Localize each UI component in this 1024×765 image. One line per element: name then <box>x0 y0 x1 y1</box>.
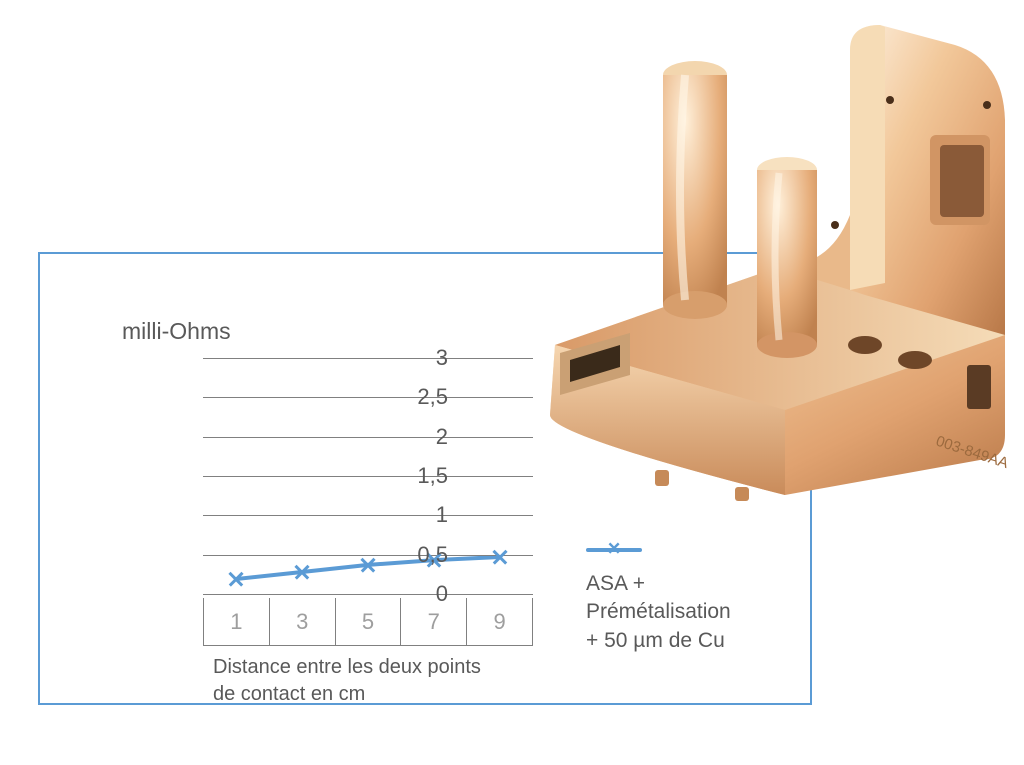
ytick-label: 0,5 <box>388 542 448 568</box>
gridline <box>203 555 533 556</box>
x-axis-label: Distance entre les deux points de contac… <box>213 654 481 708</box>
chart-inner: milli-Ohms 13579 Distance entre les deux… <box>68 294 788 694</box>
plot-area <box>203 358 533 594</box>
legend-line2: + 50 µm de Cu <box>586 629 725 652</box>
ytick-label: 1,5 <box>388 463 448 489</box>
series-line <box>236 557 500 579</box>
ytick-label: 0 <box>388 581 448 607</box>
chart-frame: milli-Ohms 13579 Distance entre les deux… <box>38 252 812 705</box>
legend-label: ASA + Prémétalisation + 50 µm de Cu <box>586 570 788 655</box>
gridline <box>203 515 533 516</box>
gridline <box>203 397 533 398</box>
gridline <box>203 594 533 595</box>
ytick-label: 2,5 <box>388 384 448 410</box>
gridline <box>203 437 533 438</box>
xaxis-category: 1 <box>203 598 269 646</box>
ytick-label: 1 <box>388 502 448 528</box>
ytick-label: 3 <box>388 345 448 371</box>
xaxis-category: 9 <box>466 598 533 646</box>
xlabel-line1: Distance entre les deux points <box>213 656 481 678</box>
ytick-label: 2 <box>388 424 448 450</box>
part-marking-text: 003-849AA <box>934 433 1010 472</box>
legend-line1: ASA + Prémétalisation <box>586 572 731 623</box>
xaxis-category: 3 <box>269 598 335 646</box>
gridline <box>203 476 533 477</box>
x-axis-categories: 13579 <box>203 598 533 646</box>
y-axis-label: milli-Ohms <box>122 318 231 345</box>
legend-marker-icon: × <box>608 536 621 562</box>
gridline <box>203 358 533 359</box>
legend-swatch: × <box>586 540 642 565</box>
xlabel-line2: de contact en cm <box>213 683 365 705</box>
